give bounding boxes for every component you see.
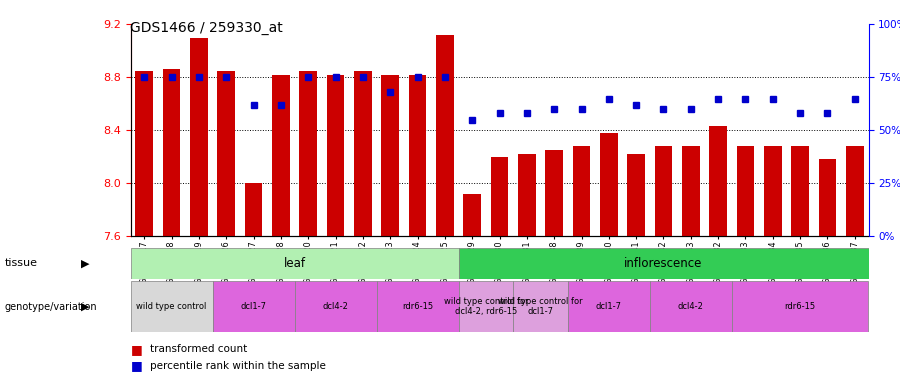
Text: ■: ■ <box>130 359 142 372</box>
Text: ■: ■ <box>130 343 142 356</box>
Bar <box>627 154 645 236</box>
Bar <box>130 281 212 332</box>
Bar <box>732 281 868 332</box>
Text: GDS1466 / 259330_at: GDS1466 / 259330_at <box>130 21 284 34</box>
Bar <box>163 69 180 236</box>
Text: ▶: ▶ <box>81 258 89 268</box>
Bar <box>354 71 372 236</box>
Text: ▶: ▶ <box>81 302 89 312</box>
Text: dcl4-2: dcl4-2 <box>678 302 704 311</box>
Bar <box>294 281 376 332</box>
Bar <box>464 194 481 236</box>
Text: genotype/variation: genotype/variation <box>4 302 97 312</box>
Bar <box>791 146 809 236</box>
Text: rdr6-15: rdr6-15 <box>402 302 433 311</box>
Text: percentile rank within the sample: percentile rank within the sample <box>150 361 326 370</box>
Bar <box>382 75 399 236</box>
Bar <box>409 75 427 236</box>
Bar <box>327 75 345 236</box>
Bar <box>272 75 290 236</box>
Bar <box>458 248 868 279</box>
Bar <box>458 281 513 332</box>
Bar <box>650 281 732 332</box>
Text: wild type control for
dcl4-2, rdr6-15: wild type control for dcl4-2, rdr6-15 <box>444 297 528 316</box>
Bar <box>545 150 563 236</box>
Bar <box>572 146 590 236</box>
Bar <box>491 157 508 236</box>
Bar <box>217 71 235 236</box>
Bar <box>568 281 650 332</box>
Bar <box>518 154 536 236</box>
Bar <box>682 146 699 236</box>
Bar <box>600 133 617 236</box>
Bar <box>436 35 454 236</box>
Bar <box>245 183 263 236</box>
Text: transformed count: transformed count <box>150 345 248 354</box>
Text: leaf: leaf <box>284 257 305 270</box>
Bar <box>654 146 672 236</box>
Bar <box>819 159 836 236</box>
Text: wild type control: wild type control <box>136 302 207 311</box>
Text: dcl1-7: dcl1-7 <box>596 302 622 311</box>
Bar <box>190 38 208 236</box>
Bar <box>300 71 317 236</box>
Text: rdr6-15: rdr6-15 <box>785 302 815 311</box>
Text: dcl1-7: dcl1-7 <box>240 302 266 311</box>
Bar <box>764 146 782 236</box>
Bar <box>376 281 458 332</box>
Text: inflorescence: inflorescence <box>625 257 703 270</box>
Text: dcl4-2: dcl4-2 <box>322 302 348 311</box>
Bar <box>846 146 864 236</box>
Bar <box>709 126 727 236</box>
Bar <box>212 281 294 332</box>
Text: tissue: tissue <box>4 258 38 268</box>
Bar <box>135 71 153 236</box>
Bar <box>130 248 458 279</box>
Bar <box>736 146 754 236</box>
Text: wild type control for
dcl1-7: wild type control for dcl1-7 <box>499 297 583 316</box>
Bar <box>513 281 568 332</box>
